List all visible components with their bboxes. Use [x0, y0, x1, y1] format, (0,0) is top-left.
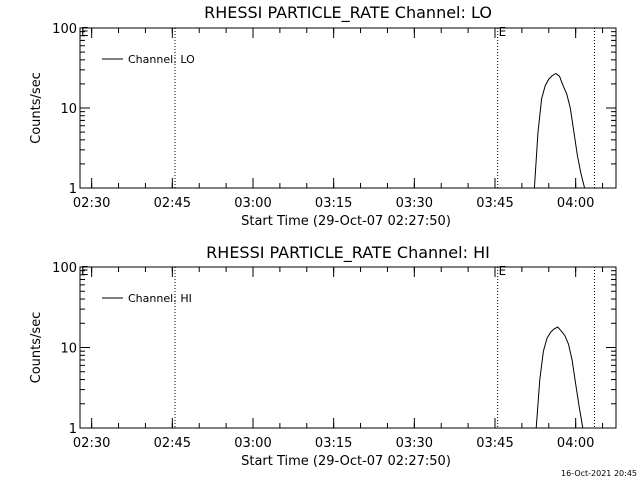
chart-title: RHESSI PARTICLE_RATE Channel: HI — [206, 243, 490, 263]
x-tick-label: 02:45 — [154, 196, 191, 211]
y-tick-label: 1 — [69, 182, 77, 197]
legend-label: Channel: HI — [128, 292, 192, 305]
event-marker-label: E — [499, 25, 507, 39]
x-tick-label: 03:00 — [234, 196, 271, 211]
x-tick-label: 02:30 — [73, 436, 110, 451]
y-axis-label: Counts/sec — [29, 72, 44, 144]
x-tick-label: 02:30 — [73, 196, 110, 211]
series-line — [533, 72, 586, 189]
legend-label: Channel: LO — [128, 53, 195, 66]
series-line — [535, 326, 584, 429]
y-tick-label: 100 — [52, 261, 77, 276]
event-marker-label: E — [81, 25, 89, 39]
x-tick-label: 03:45 — [476, 196, 513, 211]
x-axis-label: Start Time (29-Oct-07 02:27:50) — [241, 214, 451, 229]
x-tick-label: 02:45 — [154, 436, 191, 451]
y-tick-label: 10 — [60, 342, 77, 357]
x-tick-label: 03:30 — [396, 196, 433, 211]
plot-timestamp: 16-Oct-2021 20:45 — [561, 469, 637, 478]
y-axis-label: Counts/sec — [29, 312, 44, 384]
x-tick-label: 03:45 — [476, 436, 513, 451]
x-tick-label: 03:30 — [396, 436, 433, 451]
chart-title: RHESSI PARTICLE_RATE Channel: LO — [204, 3, 492, 23]
event-marker-label: E — [499, 264, 507, 278]
x-tick-label: 03:15 — [315, 196, 352, 211]
y-tick-label: 100 — [52, 22, 77, 37]
x-tick-label: 04:00 — [557, 196, 594, 211]
x-tick-label: 03:15 — [315, 436, 352, 451]
y-tick-label: 10 — [60, 102, 77, 117]
x-tick-label: 04:00 — [557, 436, 594, 451]
event-marker-label: E — [81, 264, 89, 278]
x-axis-label: Start Time (29-Oct-07 02:27:50) — [241, 454, 451, 469]
x-tick-label: 03:00 — [234, 436, 271, 451]
y-tick-label: 1 — [69, 422, 77, 437]
